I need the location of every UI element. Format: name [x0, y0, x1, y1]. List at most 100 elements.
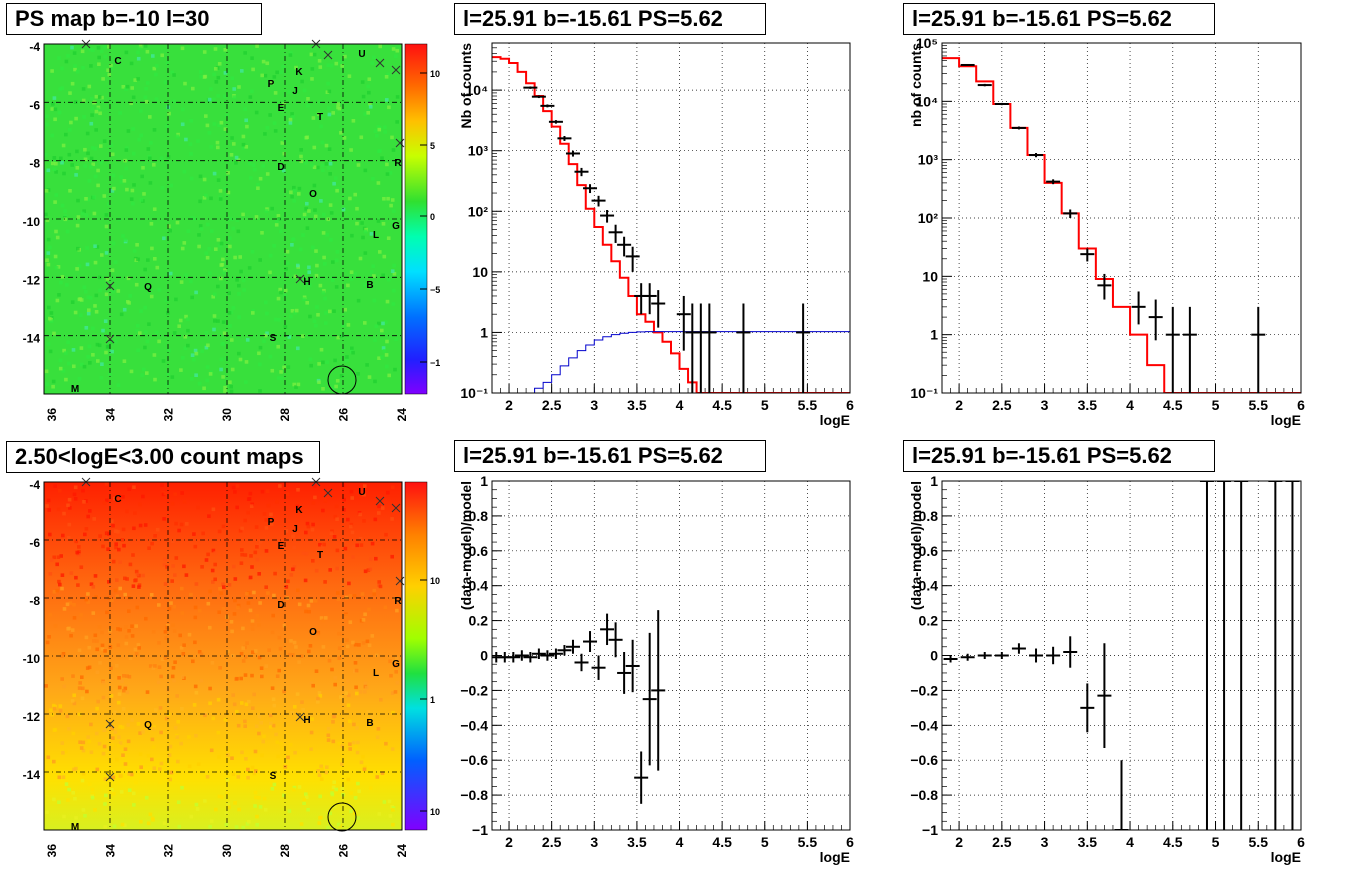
map-pixel	[223, 268, 227, 272]
map-pixel	[70, 699, 75, 703]
map-pixel	[126, 723, 130, 727]
map-pixel	[206, 552, 210, 557]
map-pixel	[145, 339, 150, 344]
map-pixel	[95, 647, 99, 652]
y-tick-label: -12	[23, 710, 41, 724]
map-pixel	[180, 586, 184, 591]
map-pixel	[72, 492, 77, 497]
map-pixel	[358, 537, 363, 541]
map-pixel	[310, 77, 314, 81]
y-tick-label: −0.6	[460, 752, 488, 768]
map-pixel	[267, 648, 271, 652]
map-pixel	[283, 325, 288, 329]
map-pixel	[361, 235, 365, 240]
map-pixel	[251, 163, 256, 167]
map-pixel	[321, 645, 326, 649]
map-pixel	[257, 795, 261, 800]
map-pixel	[244, 380, 248, 384]
map-pixel	[122, 307, 127, 312]
map-pixel	[284, 104, 288, 109]
map-pixel	[160, 483, 164, 487]
map-pixel	[328, 309, 332, 314]
map-pixel	[304, 160, 308, 165]
map-pixel	[258, 805, 263, 809]
map-pixel	[236, 229, 241, 234]
map-pixel	[213, 47, 218, 51]
map-pixel	[116, 383, 121, 388]
map-pixel	[235, 218, 240, 222]
source-cross	[395, 138, 405, 148]
map-pixel	[56, 265, 61, 269]
map-pixel	[291, 534, 295, 539]
map-pixel	[348, 620, 353, 624]
map-pixel	[138, 523, 143, 528]
map-pixel	[208, 686, 212, 691]
map-pixel	[73, 64, 77, 68]
map-pixel	[390, 554, 394, 559]
map-pixel	[243, 724, 247, 728]
map-pixel	[112, 186, 116, 191]
map-pixel	[222, 94, 227, 99]
map-pixel	[187, 764, 192, 769]
map-pixel	[130, 188, 135, 193]
map-pixel	[82, 285, 87, 290]
map-pixel	[336, 591, 340, 595]
map-pixel	[256, 186, 260, 190]
x-tick-label: 32	[162, 844, 176, 858]
map-pixel	[367, 90, 371, 95]
map-pixel	[356, 740, 360, 745]
y-tick-label: 1	[480, 324, 488, 340]
map-pixel	[272, 75, 277, 79]
y-tick-label: 0.6	[919, 543, 939, 559]
map-pixel	[46, 188, 51, 192]
map-pixel	[82, 364, 87, 369]
y-tick-label: −1	[922, 822, 938, 838]
map-pixel	[212, 171, 217, 176]
map-pixel	[56, 507, 61, 512]
map-pixel	[89, 96, 94, 101]
map-pixel	[250, 619, 255, 623]
map-pixel	[180, 675, 185, 679]
map-pixel	[324, 162, 329, 166]
map-pixel	[126, 276, 131, 281]
map-pixel	[390, 485, 395, 490]
map-pixel	[300, 79, 304, 84]
map-pixel	[248, 575, 253, 580]
map-pixel	[344, 595, 349, 600]
map-pixel	[302, 88, 307, 93]
map-pixel	[337, 106, 342, 111]
map-pixel	[312, 183, 317, 188]
map-pixel	[108, 372, 112, 376]
map-pixel	[376, 727, 381, 731]
map-pixel	[269, 725, 273, 729]
map-pixel	[211, 507, 216, 512]
map-pixel	[261, 739, 266, 744]
map-pixel	[283, 293, 287, 298]
map-pixel	[353, 192, 357, 197]
map-pixel	[226, 753, 230, 757]
map-pixel	[86, 295, 91, 299]
map-pixel	[145, 371, 149, 375]
map-pixel	[84, 527, 89, 531]
map-pixel	[73, 67, 77, 72]
map-pixel	[304, 792, 308, 796]
spectrum-chart-right: 2 2.5 3 3.5 4 4.5 5 5.5 610⁻¹11010²10³10⁴10⁵logE…	[908, 35, 1305, 428]
y-tick-label: 10⁴	[916, 93, 939, 109]
map-pixel	[263, 132, 267, 136]
map-pixel	[186, 343, 190, 348]
map-pixel	[363, 112, 368, 116]
map-pixel	[305, 226, 310, 230]
map-pixel	[67, 787, 71, 792]
map-pixel	[180, 491, 184, 495]
map-pixel	[149, 222, 154, 226]
map-pixel	[113, 260, 118, 265]
map-pixel	[206, 601, 211, 606]
map-pixel	[46, 168, 51, 173]
map-pixel	[206, 222, 210, 227]
map-pixel	[80, 362, 84, 367]
map-pixel	[135, 572, 140, 577]
map-pixel	[131, 127, 135, 131]
map-pixel	[125, 84, 130, 89]
map-pixel	[87, 179, 92, 183]
map-pixel	[340, 762, 344, 766]
